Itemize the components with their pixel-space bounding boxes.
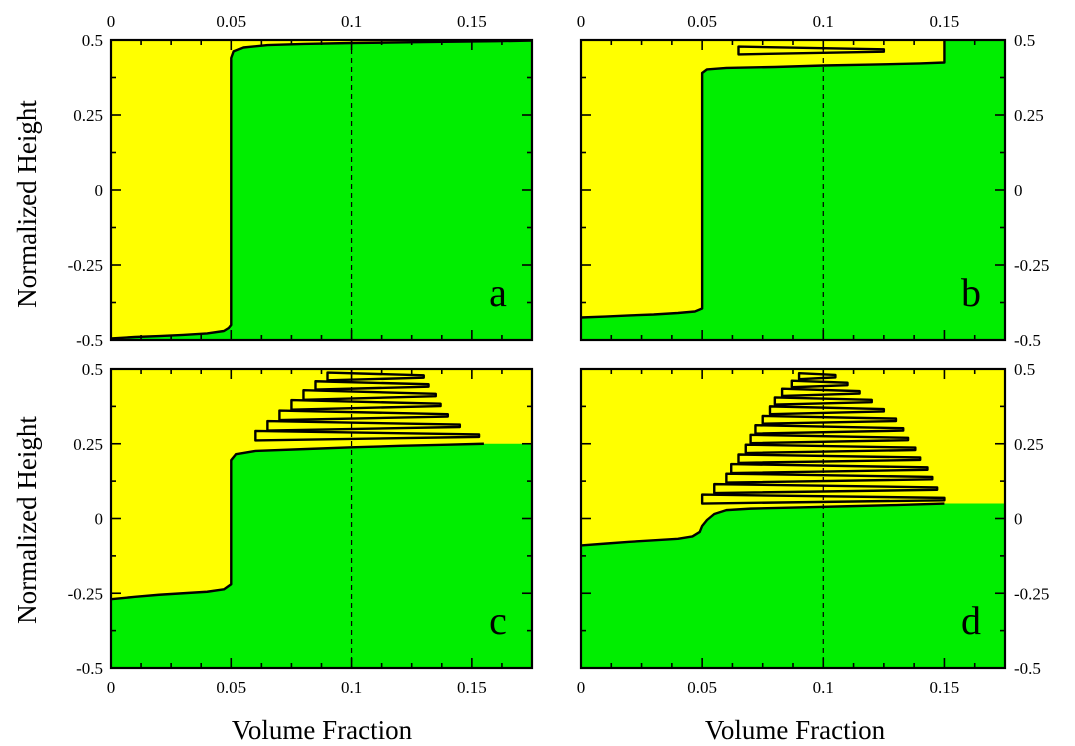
panel-label-c: c [489, 598, 507, 643]
x-tick-label-b: 0.05 [687, 12, 717, 31]
y-tick-label-c: 0.25 [73, 435, 103, 454]
y-tick-label-b: -0.5 [1014, 331, 1041, 350]
y-tick-label-b: 0.25 [1014, 106, 1044, 125]
finger-c-2 [266, 419, 462, 432]
finger-d-10 [768, 405, 886, 416]
panel-a: 0 0.05 0.1 0.15 -0.5 -0.25 0 0.25 0.5 a [68, 12, 534, 350]
panel-plot-area-a [111, 40, 532, 340]
y-tick-label-a: -0.25 [68, 256, 103, 275]
finger-d-2 [713, 482, 939, 495]
finger-d-3 [725, 472, 934, 484]
finger-d-14 [797, 371, 837, 381]
y-axis-title-bottom: Normalized Height [12, 416, 42, 624]
x-axis-title-left: Volume Fraction [232, 715, 413, 745]
finger-c-5 [302, 389, 437, 401]
x-tick-label-d: 0.05 [687, 678, 717, 697]
x-tick-label-b: 0 [577, 12, 586, 31]
panel-label-d: d [961, 598, 981, 643]
interface-line-a [111, 40, 532, 340]
x-tick-label-c: 0.15 [457, 678, 487, 697]
y-tick-label-d: -0.25 [1014, 584, 1049, 603]
x-tick-label-a: 0.15 [457, 12, 487, 31]
y-tick-label-a: -0.5 [76, 331, 103, 350]
y-tick-label-c: -0.25 [68, 584, 103, 603]
x-tick-label-d: 0.1 [813, 678, 834, 697]
panel-plot-area-d [581, 369, 1005, 547]
y-tick-label-c: -0.5 [76, 659, 103, 678]
finger-b-1 [737, 45, 886, 56]
finger-d-7 [749, 433, 910, 445]
panel-d: 0 0.05 0.1 0.15 0.5 0.25 0 -0.25 -0.5 d [577, 360, 1050, 697]
panel-plot-area-c [111, 369, 532, 601]
panel-label-a: a [489, 270, 507, 315]
x-tick-label-c: 0 [107, 678, 116, 697]
x-axis-title-right: Volume Fraction [705, 715, 886, 745]
y-tick-label-c: 0 [95, 510, 104, 529]
finger-d-8 [754, 424, 905, 435]
finger-c-3 [278, 409, 449, 422]
x-tick-label-b: 0.1 [813, 12, 834, 31]
finger-d-6 [744, 443, 917, 455]
y-tick-label-c: 0.5 [82, 360, 103, 379]
finger-d-13 [790, 379, 849, 389]
panel-b: 0 0.05 0.1 0.15 0.5 0.25 0 -0.25 -0.5 b [577, 12, 1050, 350]
x-tick-label-d: 0.15 [930, 678, 960, 697]
finger-c-6 [314, 380, 430, 391]
x-tick-label-c: 0.05 [216, 678, 246, 697]
panel-plot-area-b [581, 40, 1005, 319]
x-tick-label-a: 0.05 [216, 12, 246, 31]
interface-line-b [581, 40, 946, 319]
y-tick-label-d: -0.5 [1014, 659, 1041, 678]
finger-c-4 [290, 398, 442, 411]
x-tick-label-b: 0.15 [930, 12, 960, 31]
finger-d-4 [730, 462, 929, 475]
panel-label-b: b [961, 270, 981, 315]
y-tick-label-a: 0 [95, 181, 104, 200]
interface-line-c [111, 442, 484, 601]
y-tick-label-a: 0.25 [73, 106, 103, 125]
finger-d-5 [737, 453, 922, 465]
upper-region-a [111, 40, 532, 339]
y-tick-label-d: 0 [1014, 510, 1023, 529]
x-tick-label-a: 0.1 [341, 12, 362, 31]
y-tick-label-b: 0.5 [1014, 31, 1035, 50]
y-tick-label-d: 0.5 [1014, 360, 1035, 379]
finger-d-9 [761, 414, 898, 425]
y-tick-label-b: 0 [1014, 181, 1023, 200]
y-axis-title-top: Normalized Height [12, 100, 42, 308]
finger-c-7 [326, 371, 425, 382]
panel-c: 0 0.05 0.1 0.15 -0.5 -0.25 0 0.25 0.5 c [68, 360, 534, 697]
x-tick-label-a: 0 [107, 12, 116, 31]
finger-c-1 [254, 429, 481, 442]
x-tick-label-c: 0.1 [341, 678, 362, 697]
y-tick-label-b: -0.25 [1014, 256, 1049, 275]
x-tick-label-d: 0 [577, 678, 586, 697]
finger-d-12 [780, 387, 861, 398]
y-tick-label-a: 0.5 [82, 31, 103, 50]
upper-region-b [581, 40, 1005, 318]
y-tick-label-d: 0.25 [1014, 435, 1044, 454]
